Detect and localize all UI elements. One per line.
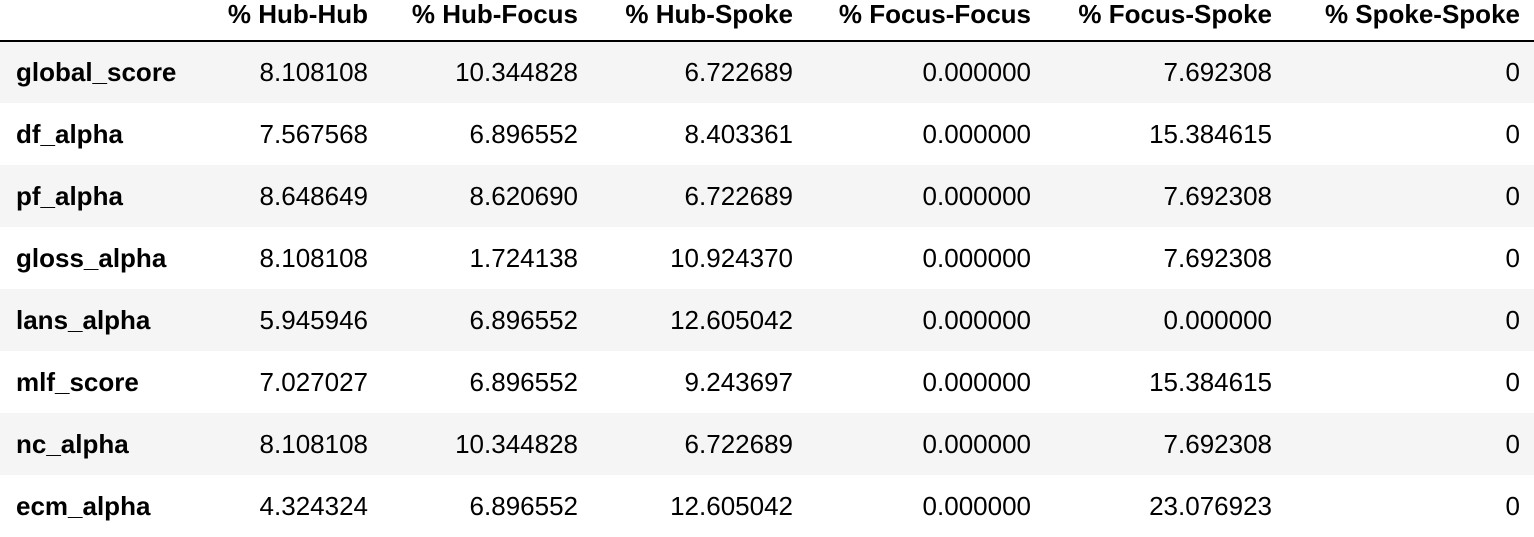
cell-focus-spoke: 7.692308 [1163,180,1272,211]
cell-hub-hub: 7.027027 [259,366,368,397]
cell-focus-spoke: 23.076923 [1149,490,1272,521]
header-row: % Hub-Hub % Hub-Focus % Hub-Spoke % Focu… [0,0,1534,42]
table-row: global_score 8.108108 10.344828 6.722689… [0,41,1534,103]
cell-hub-spoke: 12.605042 [670,490,793,521]
cell-spoke-spoke: 0 [1505,366,1520,397]
table-body: global_score 8.108108 10.344828 6.722689… [0,41,1534,537]
header-focus-spoke: % Focus-Spoke [1043,0,1284,42]
cell-hub-focus: 6.896552 [469,366,578,397]
cell-focus-spoke: 7.692308 [1163,242,1272,273]
cell-hub-hub: 4.324324 [259,490,368,521]
header-focus-focus: % Focus-Focus [805,0,1043,42]
cell-focus-focus: 0.000000 [922,242,1031,273]
row-index: pf_alpha [16,180,123,211]
row-index: gloss_alpha [16,242,167,273]
table-row: pf_alpha 8.648649 8.620690 6.722689 0.00… [0,165,1534,227]
cell-focus-focus: 0.000000 [922,428,1031,459]
cell-hub-spoke: 6.722689 [684,57,793,87]
cell-spoke-spoke: 0 [1505,57,1520,87]
cell-hub-focus: 6.896552 [469,490,578,521]
table-row: nc_alpha 8.108108 10.344828 6.722689 0.0… [0,413,1534,475]
cell-hub-spoke: 8.403361 [684,118,793,149]
table-row: df_alpha 7.567568 6.896552 8.403361 0.00… [0,103,1534,165]
cell-spoke-spoke: 0 [1505,118,1520,149]
table-row: mlf_score 7.027027 6.896552 9.243697 0.0… [0,351,1534,413]
cell-hub-hub: 8.648649 [259,180,368,211]
cell-focus-focus: 0.000000 [922,304,1031,335]
cell-focus-focus: 0.000000 [922,57,1031,87]
cell-hub-spoke: 9.243697 [684,366,793,397]
cell-focus-spoke: 15.384615 [1149,118,1272,149]
cell-focus-focus: 0.000000 [922,366,1031,397]
cell-hub-focus: 10.344828 [455,428,578,459]
table-row: gloss_alpha 8.108108 1.724138 10.924370 … [0,227,1534,289]
cell-hub-spoke: 6.722689 [684,180,793,211]
table-row: lans_alpha 5.945946 6.896552 12.605042 0… [0,289,1534,351]
cell-spoke-spoke: 0 [1505,242,1520,273]
header-spoke-spoke: % Spoke-Spoke [1284,0,1534,42]
header-index-cell [0,0,210,42]
cell-hub-hub: 8.108108 [259,242,368,273]
row-index: mlf_score [16,366,139,397]
cell-hub-hub: 8.108108 [259,428,368,459]
cell-hub-focus: 1.724138 [469,242,578,273]
cell-focus-spoke: 7.692308 [1163,57,1272,87]
cell-hub-focus: 6.896552 [469,304,578,335]
cell-focus-focus: 0.000000 [922,118,1031,149]
row-index: ecm_alpha [16,490,151,521]
table-row: ecm_alpha 4.324324 6.896552 12.605042 0.… [0,475,1534,537]
cell-focus-focus: 0.000000 [922,180,1031,211]
cell-spoke-spoke: 0 [1505,304,1520,335]
table-header: % Hub-Hub % Hub-Focus % Hub-Spoke % Focu… [0,0,1534,42]
cell-hub-focus: 8.620690 [469,180,578,211]
header-hub-hub: % Hub-Hub [210,0,380,42]
cell-focus-spoke: 0.000000 [1163,304,1272,335]
cell-spoke-spoke: 0 [1505,180,1520,211]
cell-focus-spoke: 15.384615 [1149,366,1272,397]
cell-hub-spoke: 12.605042 [670,304,793,335]
row-index: nc_alpha [16,428,129,459]
cell-hub-focus: 10.344828 [455,57,578,87]
header-hub-spoke: % Hub-Spoke [590,0,805,42]
cell-hub-hub: 8.108108 [259,57,368,87]
row-index: lans_alpha [16,304,151,335]
cell-hub-hub: 5.945946 [259,304,368,335]
cell-hub-hub: 7.567568 [259,118,368,149]
row-index: df_alpha [16,118,123,149]
header-hub-focus: % Hub-Focus [380,0,590,42]
cell-focus-spoke: 7.692308 [1163,428,1272,459]
cell-hub-spoke: 10.924370 [670,242,793,273]
cell-spoke-spoke: 0 [1505,428,1520,459]
cell-spoke-spoke: 0 [1505,490,1520,521]
row-index: global_score [16,57,177,87]
cell-hub-spoke: 6.722689 [684,428,793,459]
cell-hub-focus: 6.896552 [469,118,578,149]
cell-focus-focus: 0.000000 [922,490,1031,521]
